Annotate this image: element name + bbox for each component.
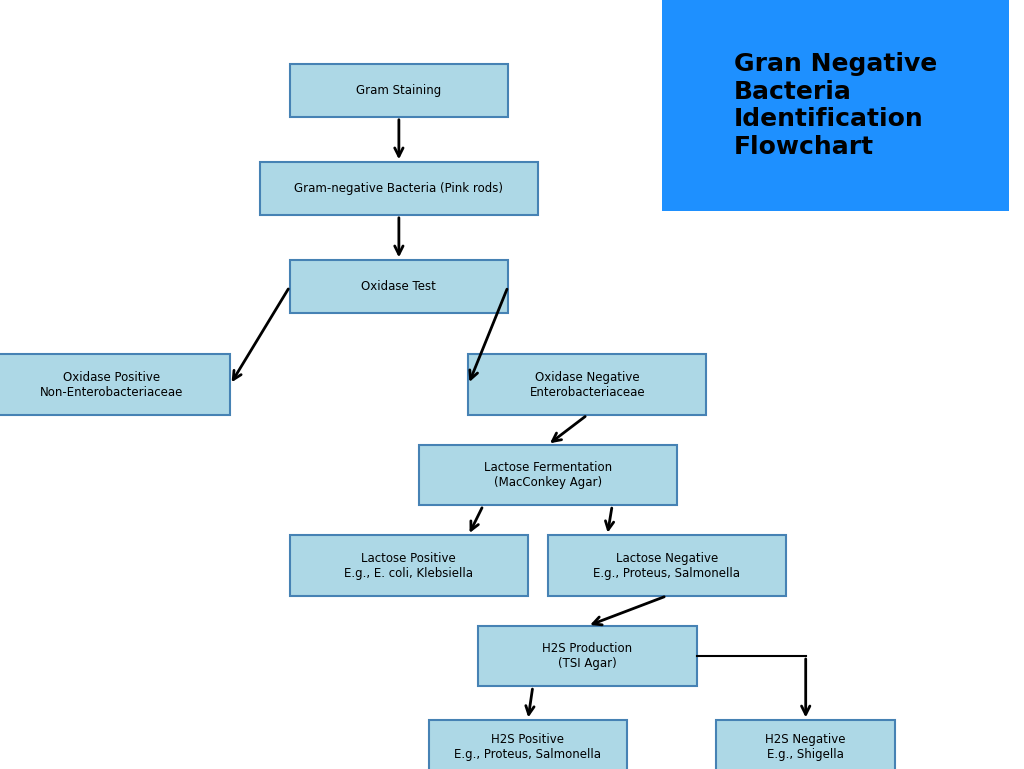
Text: Gran Negative
Bacteria
Identification
Flowchart: Gran Negative Bacteria Identification Fl…: [734, 52, 937, 159]
FancyBboxPatch shape: [429, 721, 627, 769]
Text: Oxidase Test: Oxidase Test: [361, 280, 436, 293]
Text: H2S Negative
E.g., Shigella: H2S Negative E.g., Shigella: [766, 733, 846, 761]
FancyBboxPatch shape: [478, 626, 696, 686]
FancyBboxPatch shape: [290, 260, 508, 313]
Text: H2S Production
(TSI Agar): H2S Production (TSI Agar): [543, 642, 633, 670]
FancyBboxPatch shape: [260, 162, 538, 215]
Text: Gram-negative Bacteria (Pink rods): Gram-negative Bacteria (Pink rods): [294, 182, 504, 195]
Text: Lactose Fermentation
(MacConkey Agar): Lactose Fermentation (MacConkey Agar): [483, 461, 611, 489]
Text: Oxidase Positive
Non-Enterobacteriaceae: Oxidase Positive Non-Enterobacteriaceae: [40, 371, 183, 398]
FancyBboxPatch shape: [290, 64, 508, 117]
Text: Oxidase Negative
Enterobacteriaceae: Oxidase Negative Enterobacteriaceae: [529, 371, 645, 398]
FancyBboxPatch shape: [548, 535, 785, 596]
FancyBboxPatch shape: [290, 535, 528, 596]
FancyBboxPatch shape: [662, 0, 1009, 211]
FancyBboxPatch shape: [717, 721, 895, 769]
FancyBboxPatch shape: [0, 355, 230, 414]
FancyBboxPatch shape: [419, 445, 677, 505]
Text: Lactose Negative
E.g., Proteus, Salmonella: Lactose Negative E.g., Proteus, Salmonel…: [593, 551, 740, 580]
FancyBboxPatch shape: [468, 355, 707, 414]
Text: H2S Positive
E.g., Proteus, Salmonella: H2S Positive E.g., Proteus, Salmonella: [455, 733, 601, 761]
Text: Gram Staining: Gram Staining: [356, 84, 441, 97]
Text: Lactose Positive
E.g., E. coli, Klebsiella: Lactose Positive E.g., E. coli, Klebsiel…: [344, 551, 473, 580]
